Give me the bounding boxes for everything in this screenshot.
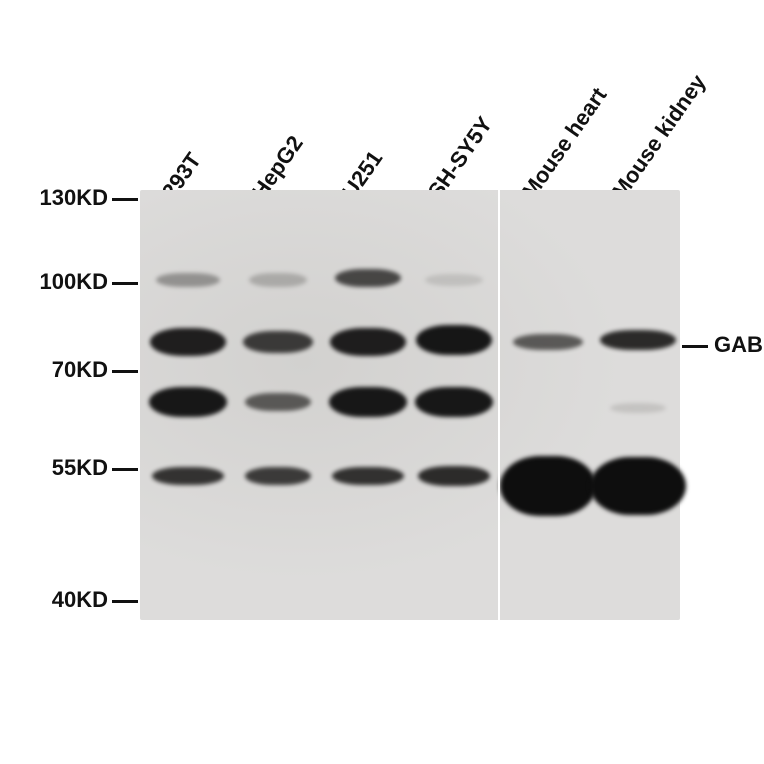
marker-tick-2 — [112, 370, 138, 373]
band-4 — [150, 328, 226, 356]
band-5 — [243, 331, 313, 353]
band-6 — [330, 328, 406, 356]
marker-tick-0 — [112, 198, 138, 201]
marker-label-4: 40KD — [30, 587, 108, 613]
band-11 — [245, 393, 311, 411]
marker-tick-1 — [112, 282, 138, 285]
marker-tick-4 — [112, 600, 138, 603]
blot-membrane — [140, 190, 680, 620]
marker-label-2: 70KD — [30, 357, 108, 383]
marker-label-0: 130KD — [30, 185, 108, 211]
band-8 — [513, 334, 583, 350]
band-7 — [416, 325, 492, 355]
band-16 — [245, 467, 311, 485]
marker-label-3: 55KD — [30, 455, 108, 481]
band-13 — [415, 387, 493, 417]
marker-label-1: 100KD — [30, 269, 108, 295]
target-tick — [682, 345, 708, 348]
band-15 — [152, 467, 224, 485]
western-blot-figure: 293THepG2U251SH-SY5YMouse heartMouse kid… — [30, 40, 730, 720]
band-20 — [590, 457, 686, 515]
band-3 — [425, 274, 483, 286]
lane-label-4: Mouse heart — [517, 83, 613, 204]
band-14 — [610, 403, 666, 413]
membrane-divider — [498, 190, 500, 620]
band-1 — [249, 273, 307, 287]
band-19 — [500, 456, 596, 516]
band-12 — [329, 387, 407, 417]
band-0 — [156, 273, 220, 287]
band-10 — [149, 387, 227, 417]
marker-tick-3 — [112, 468, 138, 471]
band-2 — [335, 269, 401, 287]
band-17 — [332, 467, 404, 485]
band-9 — [600, 330, 676, 350]
lane-label-5: Mouse kidney — [607, 70, 712, 204]
target-label: GAB1 — [714, 332, 764, 358]
band-18 — [418, 466, 490, 486]
